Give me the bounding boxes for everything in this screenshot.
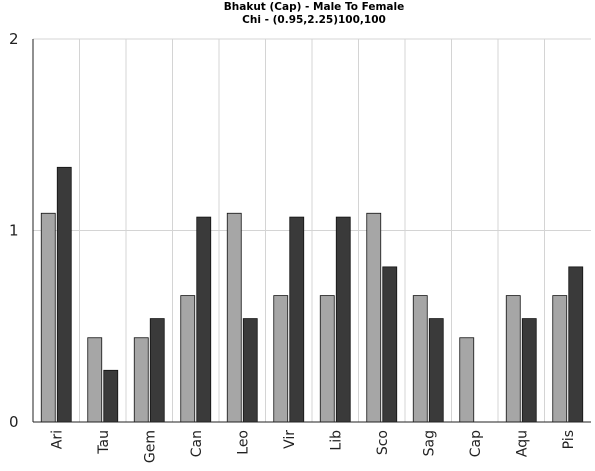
bar-gem-s1: [133, 337, 149, 423]
x-tick-label: Can: [189, 430, 205, 457]
bar-pis-s1: [552, 295, 568, 423]
x-tick-label: Lib: [328, 430, 344, 451]
bar-gem-s2: [149, 318, 165, 423]
bar-leo-s1: [226, 212, 242, 423]
bar-vir-s1: [273, 295, 289, 423]
bar-can-s1: [180, 295, 196, 423]
chart-subtitle: Chi - (0.95,2.25)100,100: [242, 14, 386, 26]
gridlines: [33, 38, 591, 422]
bar-sco-s1: [366, 212, 382, 423]
bar-sco-s2: [382, 266, 398, 423]
bar-sag-s1: [412, 295, 428, 423]
bar-aqu-s2: [521, 318, 537, 423]
x-tick-label: Pis: [561, 430, 577, 449]
y-tick-label: 1: [9, 222, 19, 240]
chart-title: Bhakut (Cap) - Male To Female: [224, 1, 404, 13]
bar-cap-s1: [459, 337, 475, 423]
x-tick-label: Sag: [421, 430, 437, 456]
axes: [32, 39, 591, 423]
x-tick-label: Gem: [142, 430, 158, 463]
bar-lib-s2: [335, 216, 351, 423]
x-tick-label: Cap: [468, 430, 484, 457]
bar-can-s2: [196, 216, 212, 423]
x-tick-label: Ari: [49, 430, 65, 449]
bar-leo-s2: [242, 318, 258, 423]
x-tick-label: Leo: [235, 430, 251, 455]
bar-tau-s2: [103, 369, 119, 423]
bar-pis-s2: [568, 266, 584, 423]
bars: [40, 166, 584, 423]
y-tick-label: 0: [9, 413, 19, 431]
y-tick-label: 2: [9, 30, 19, 48]
bar-ari-s1: [40, 212, 56, 423]
bar-aqu-s1: [505, 295, 521, 423]
bar-tau-s1: [87, 337, 103, 423]
bar-lib-s1: [319, 295, 335, 423]
bar-sag-s2: [428, 318, 444, 423]
x-tick-label: Aqu: [514, 430, 530, 457]
y-tick-labels: 0 1 2: [9, 30, 19, 431]
bar-ari-s2: [56, 166, 72, 423]
bar-vir-s2: [289, 216, 305, 423]
x-tick-labels: Ari Tau Gem Can Leo Vir Lib Sco Sag Cap Aqu Pis: [49, 430, 577, 463]
x-tick-label: Vir: [282, 430, 298, 449]
x-tick-label: Tau: [96, 430, 112, 455]
x-tick-label: Sco: [375, 430, 391, 455]
